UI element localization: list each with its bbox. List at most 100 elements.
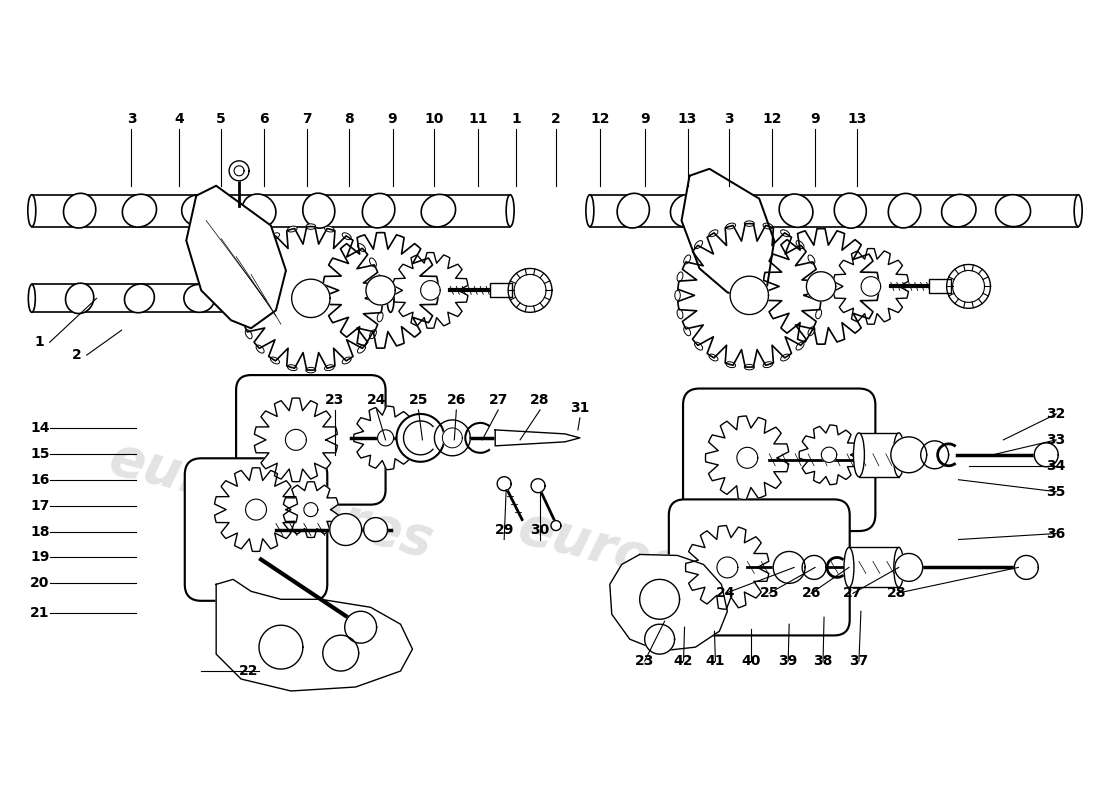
Text: 24: 24 (716, 586, 735, 600)
Ellipse shape (244, 284, 274, 313)
Ellipse shape (370, 330, 376, 338)
Polygon shape (921, 441, 948, 469)
Ellipse shape (694, 241, 703, 249)
Polygon shape (590, 194, 1078, 226)
Text: 23: 23 (635, 654, 654, 668)
Text: 17: 17 (30, 498, 50, 513)
Polygon shape (645, 624, 674, 654)
Polygon shape (442, 428, 462, 448)
Ellipse shape (816, 309, 822, 318)
Polygon shape (32, 285, 390, 312)
Polygon shape (717, 557, 738, 578)
Ellipse shape (617, 194, 649, 228)
Polygon shape (397, 414, 444, 462)
Ellipse shape (678, 272, 683, 282)
Ellipse shape (694, 342, 703, 350)
Ellipse shape (342, 233, 351, 240)
Ellipse shape (64, 194, 96, 228)
Ellipse shape (942, 194, 976, 227)
Ellipse shape (724, 194, 759, 226)
Ellipse shape (781, 354, 790, 361)
Text: 36: 36 (1046, 526, 1066, 541)
Polygon shape (497, 477, 512, 490)
Text: 13: 13 (678, 112, 697, 126)
Text: 27: 27 (488, 393, 508, 407)
Text: 9: 9 (811, 112, 819, 126)
Polygon shape (947, 265, 990, 308)
Text: 35: 35 (1046, 485, 1066, 498)
Polygon shape (285, 430, 306, 450)
Text: 40: 40 (741, 654, 761, 668)
Text: 1: 1 (512, 112, 521, 126)
Polygon shape (773, 551, 805, 583)
Ellipse shape (377, 312, 383, 322)
FancyBboxPatch shape (683, 389, 876, 531)
Text: 7: 7 (302, 112, 311, 126)
Text: 19: 19 (30, 550, 50, 565)
Polygon shape (737, 447, 758, 468)
Ellipse shape (271, 233, 279, 240)
Ellipse shape (28, 194, 36, 226)
Polygon shape (258, 626, 303, 669)
Ellipse shape (763, 362, 772, 368)
Polygon shape (861, 277, 881, 296)
Polygon shape (240, 226, 383, 370)
Text: 42: 42 (674, 654, 693, 668)
Polygon shape (214, 468, 297, 551)
Ellipse shape (239, 312, 244, 322)
FancyBboxPatch shape (185, 458, 328, 601)
Text: 2: 2 (551, 112, 561, 126)
Ellipse shape (421, 194, 455, 227)
Polygon shape (806, 272, 836, 301)
Polygon shape (531, 478, 544, 493)
Ellipse shape (239, 275, 244, 285)
Polygon shape (330, 514, 362, 546)
Text: 9: 9 (387, 112, 397, 126)
Ellipse shape (506, 194, 514, 226)
Bar (928, 279, 950, 294)
Ellipse shape (236, 294, 242, 303)
Text: 26: 26 (802, 586, 821, 600)
Ellipse shape (379, 294, 385, 303)
Ellipse shape (342, 357, 351, 364)
Polygon shape (609, 554, 727, 651)
Text: 37: 37 (849, 654, 869, 668)
Ellipse shape (305, 283, 333, 314)
Text: 10: 10 (425, 112, 444, 126)
Text: 31: 31 (570, 401, 590, 415)
Polygon shape (217, 579, 412, 691)
Ellipse shape (124, 284, 154, 313)
Polygon shape (508, 269, 552, 312)
Ellipse shape (306, 367, 316, 373)
Ellipse shape (678, 309, 683, 318)
Polygon shape (640, 579, 680, 619)
Text: 14: 14 (30, 421, 50, 435)
Polygon shape (393, 253, 468, 328)
Text: eurospares: eurospares (103, 431, 439, 568)
Bar (849, 547, 899, 587)
Polygon shape (254, 398, 338, 482)
Text: 33: 33 (1046, 433, 1066, 447)
Polygon shape (323, 233, 438, 348)
Polygon shape (1014, 555, 1038, 579)
Ellipse shape (271, 357, 279, 364)
Ellipse shape (358, 345, 365, 353)
FancyBboxPatch shape (236, 375, 386, 505)
Ellipse shape (242, 194, 276, 227)
Ellipse shape (29, 285, 35, 312)
Ellipse shape (889, 194, 921, 228)
Ellipse shape (808, 255, 815, 264)
Text: 8: 8 (344, 112, 353, 126)
Bar (859, 433, 899, 477)
Text: 4: 4 (175, 112, 184, 126)
Polygon shape (32, 194, 510, 226)
Text: 5: 5 (217, 112, 226, 126)
Polygon shape (685, 526, 769, 610)
Ellipse shape (1075, 194, 1082, 226)
Ellipse shape (670, 194, 705, 227)
Polygon shape (730, 276, 769, 314)
Ellipse shape (834, 193, 867, 228)
Ellipse shape (779, 194, 813, 227)
Ellipse shape (684, 326, 691, 336)
Text: 2: 2 (72, 348, 81, 362)
